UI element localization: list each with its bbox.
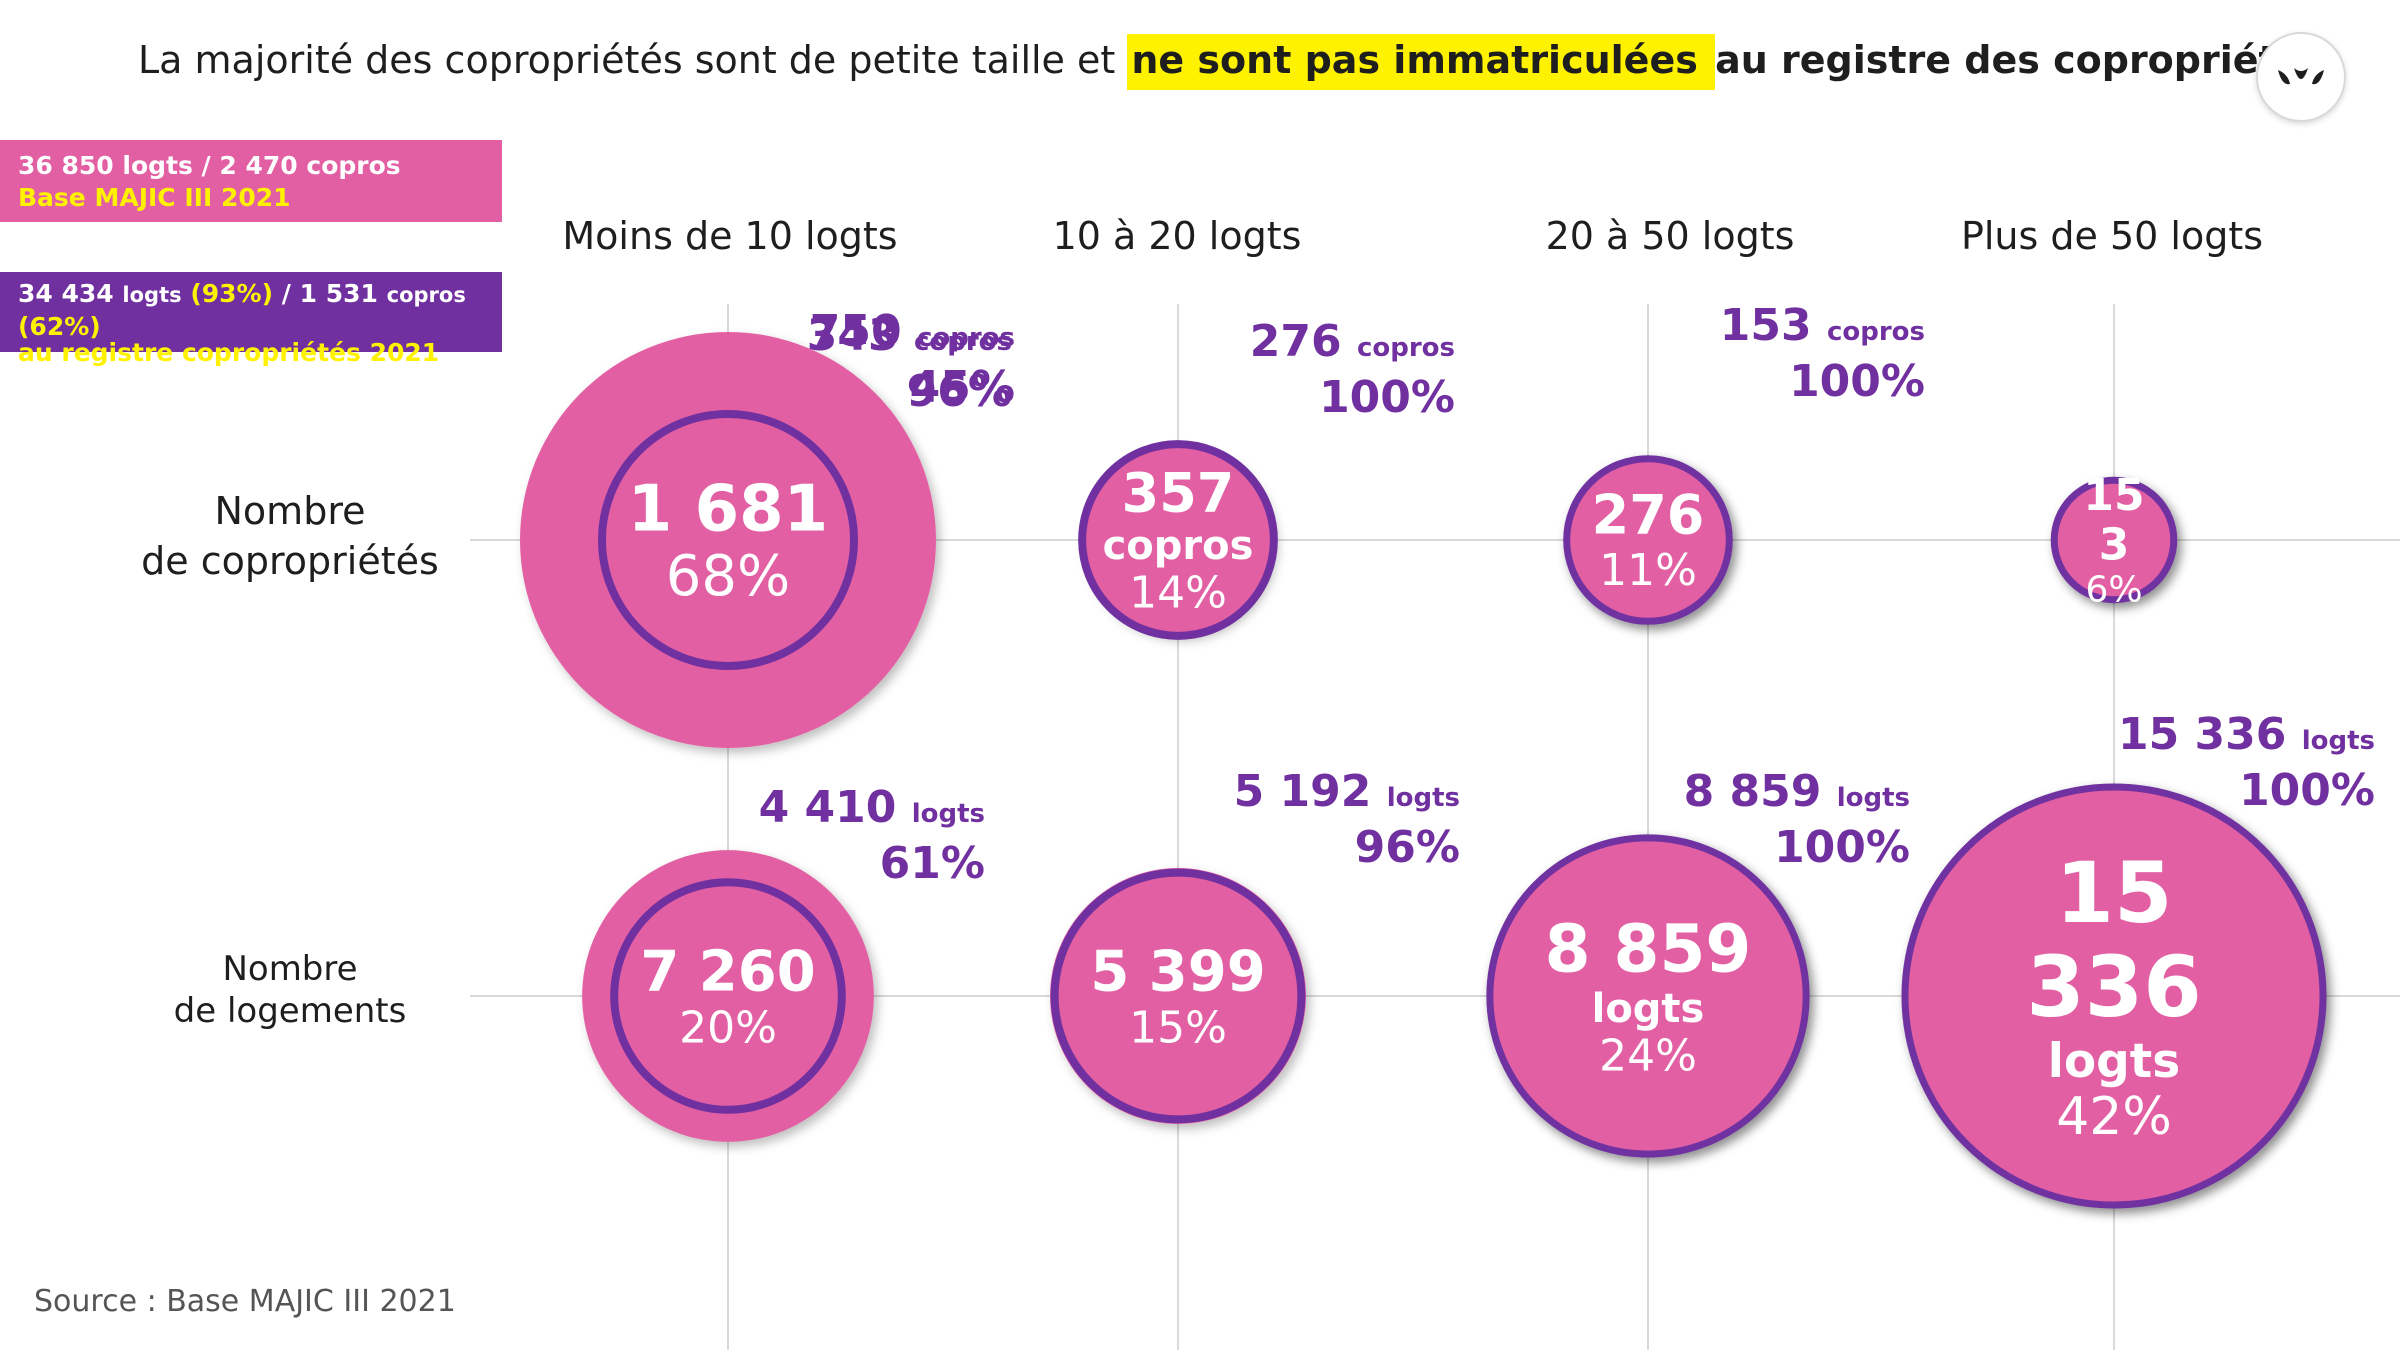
annotation-number: 4 410 bbox=[759, 782, 912, 833]
annotation-pct-1-1: 96% bbox=[1355, 822, 1460, 873]
bubble-label-1-3-2: logts bbox=[2048, 1034, 2181, 1089]
annotation-pct-1-2: 100% bbox=[1774, 822, 1910, 873]
row-header-copros-line1: Nombre bbox=[214, 489, 366, 533]
bubble-label-0-3-1: 3 bbox=[2099, 519, 2130, 570]
bubble-label-1-3-3: 42% bbox=[2056, 1087, 2172, 1147]
legend-total-line1: 36 850 logts / 2 470 copros bbox=[18, 151, 401, 180]
annotation-value-0-1: 343 copros bbox=[807, 310, 1012, 361]
annotation-unit: logts bbox=[2302, 726, 2375, 756]
bubble-label-0-3-2: 6% bbox=[2085, 570, 2142, 611]
legend-registered-line1: 34 434 logts (93%) / 1 531 copros bbox=[18, 278, 502, 311]
legend-logts-value: 34 434 bbox=[18, 279, 114, 308]
logo-mark bbox=[2278, 68, 2324, 85]
annotation-value-1-1: 5 192 logts bbox=[1234, 766, 1460, 817]
annotation-number: 15 336 bbox=[2118, 709, 2302, 760]
column-header-lt10: Moins de 10 logts bbox=[562, 214, 898, 258]
bubble-registered-1-3 bbox=[1901, 783, 2327, 1209]
row-header-copros: Nombre de copropriétés bbox=[110, 486, 470, 586]
column-header-gt50: Plus de 50 logts bbox=[1960, 214, 2264, 258]
legend-logts-unit: logts bbox=[122, 283, 182, 307]
legend-copros-pct: (62%) bbox=[18, 312, 101, 341]
annotation-unit: logts bbox=[912, 799, 985, 829]
legend-total: 36 850 logts / 2 470 copros Base MAJIC I… bbox=[0, 140, 502, 222]
title-part2: au registre des copropriétés bbox=[1715, 38, 2326, 82]
bubble-label-1-3-0: 15 bbox=[2056, 844, 2173, 942]
annotation-number: 343 bbox=[807, 310, 914, 361]
bubble-label-0-2-1: 11% bbox=[1599, 545, 1697, 596]
annotation-value-1-0: 4 410 logts bbox=[759, 782, 985, 833]
annotation-pct-1-3: 100% bbox=[2239, 765, 2375, 816]
bubble-label-1-2-2: 24% bbox=[1599, 1030, 1697, 1081]
bubble-registered-0-1 bbox=[1078, 440, 1278, 640]
annotation-value-0-3: 153 copros bbox=[1720, 300, 1925, 351]
annotation-pct-0-2: 100% bbox=[1319, 372, 1455, 423]
annotation-pct-0-0: 45% bbox=[910, 362, 1015, 413]
bubble-label-0-0-0: 1 681 bbox=[628, 472, 828, 546]
bubble-label-1-1-1: 15% bbox=[1129, 1002, 1227, 1053]
legend-logts-pct: (93%) bbox=[190, 279, 274, 308]
bubble-label-0-1-2: 14% bbox=[1129, 568, 1227, 619]
annotation-number: 276 bbox=[1250, 316, 1357, 367]
legend-sep: / bbox=[281, 279, 291, 308]
bubble-label-1-0-1: 20% bbox=[679, 1002, 777, 1053]
bubble-label-1-2-0: 8 859 bbox=[1545, 910, 1752, 987]
brand-logo-icon bbox=[2256, 32, 2346, 122]
annotation-number: 153 bbox=[1720, 300, 1827, 351]
bubble-label-1-1-0: 5 399 bbox=[1090, 939, 1265, 1004]
bubble-registered-1-0 bbox=[610, 878, 846, 1114]
bubble-label-0-1-0: 357 bbox=[1122, 461, 1235, 524]
annotation-value-1-3: 15 336 logts bbox=[2118, 709, 2375, 760]
legend-registered: 34 434 logts (93%) / 1 531 copros (62%) … bbox=[0, 272, 502, 367]
annotation-value-0-2: 276 copros bbox=[1250, 316, 1455, 367]
annotation-number: 750 bbox=[810, 306, 917, 357]
annotation-unit: copros bbox=[1357, 333, 1455, 363]
bubble-label-0-3-0: 15 bbox=[2083, 470, 2144, 521]
bubble-label-0-1-1: copros bbox=[1103, 523, 1254, 569]
annotation-pct-0-1: 96% bbox=[907, 366, 1012, 417]
annotation-number: 5 192 bbox=[1234, 766, 1387, 817]
bubble-registered-0-0 bbox=[598, 410, 858, 670]
bubble-registered-1-1 bbox=[1050, 868, 1306, 1124]
bubble-registered-0-2 bbox=[1563, 455, 1733, 625]
annotation-unit: copros bbox=[917, 323, 1015, 353]
bubble-label-1-3-1: 336 bbox=[2026, 938, 2201, 1036]
annotation-unit: copros bbox=[1827, 317, 1925, 347]
annotation-value-1-2: 8 859 logts bbox=[1684, 766, 1910, 817]
column-header-10-20: 10 à 20 logts bbox=[1052, 214, 1302, 258]
row-header-copros-line2: de copropriétés bbox=[141, 539, 439, 583]
bubble-label-1-2-1: logts bbox=[1592, 986, 1705, 1032]
annotation-unit: copros bbox=[914, 327, 1012, 357]
annotation-value-0-0: 750 copros bbox=[810, 306, 1015, 357]
bubble-label-0-0-1: 68% bbox=[666, 544, 790, 609]
row-header-logts-line1: Nombre bbox=[222, 949, 358, 989]
source-note: Source : Base MAJIC III 2021 bbox=[34, 1284, 456, 1319]
annotation-unit: logts bbox=[1387, 783, 1460, 813]
bubble-label-1-0-0: 7 260 bbox=[640, 939, 815, 1004]
annotation-unit: logts bbox=[1837, 783, 1910, 813]
annotation-pct-1-0: 61% bbox=[880, 838, 985, 889]
annotation-pct-0-3: 100% bbox=[1789, 356, 1925, 407]
row-header-logts: Nombre de logements bbox=[110, 948, 470, 1032]
bubble-registered-0-3 bbox=[2050, 476, 2178, 604]
row-header-logts-line2: de logements bbox=[173, 991, 407, 1031]
title-part1: La majorité des copropriétés sont de pet… bbox=[138, 38, 1128, 82]
legend-registered-line2: au registre copropriétés 2021 bbox=[18, 338, 440, 367]
column-header-20-50: 20 à 50 logts bbox=[1545, 214, 1795, 258]
bubble-label-0-2-0: 276 bbox=[1592, 484, 1705, 547]
title-highlight: ne sont pas immatriculées bbox=[1127, 34, 1716, 90]
annotation-number: 8 859 bbox=[1684, 766, 1837, 817]
legend-total-line2: Base MAJIC III 2021 bbox=[18, 183, 291, 212]
legend-copros-unit: copros bbox=[386, 283, 466, 307]
legend-copros-value: 1 531 bbox=[299, 279, 378, 308]
bubble-registered-1-2 bbox=[1486, 834, 1810, 1158]
page-title: La majorité des copropriétés sont de pet… bbox=[138, 28, 2325, 92]
